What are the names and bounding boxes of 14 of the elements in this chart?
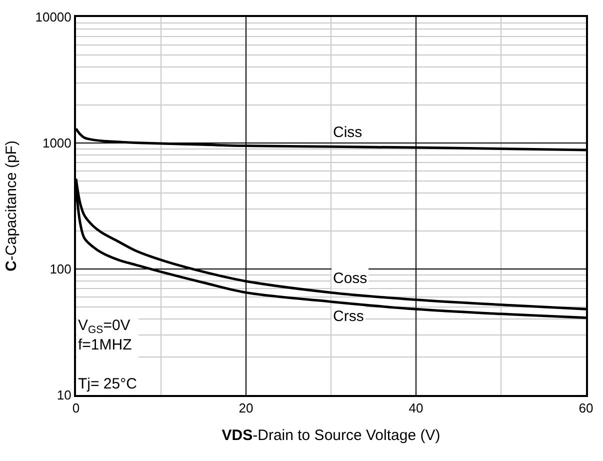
text: V$_{GS}$=0V f=1MHZ Tj= 25°C — [78, 317, 137, 392]
x-tick-label: 0 — [72, 400, 80, 416]
x-tick-label: 40 — [408, 400, 424, 416]
series-label: Coss — [333, 270, 368, 287]
series-label: Crss — [333, 308, 364, 325]
y-axis-title: C-Capacitance (pF) — [2, 140, 20, 272]
x-tick-label: 20 — [238, 400, 254, 416]
series-label: Ciss — [333, 124, 362, 141]
y-tick-label: 10000 — [35, 10, 72, 25]
y-tick-label: 10 — [56, 388, 72, 403]
x-tick-label: 60 — [578, 400, 594, 416]
y-tick-label: 100 — [50, 262, 72, 277]
x-axis-title: VDS-Drain to Source Voltage (V) — [222, 427, 440, 444]
y-tick-label: 1000 — [42, 136, 72, 151]
